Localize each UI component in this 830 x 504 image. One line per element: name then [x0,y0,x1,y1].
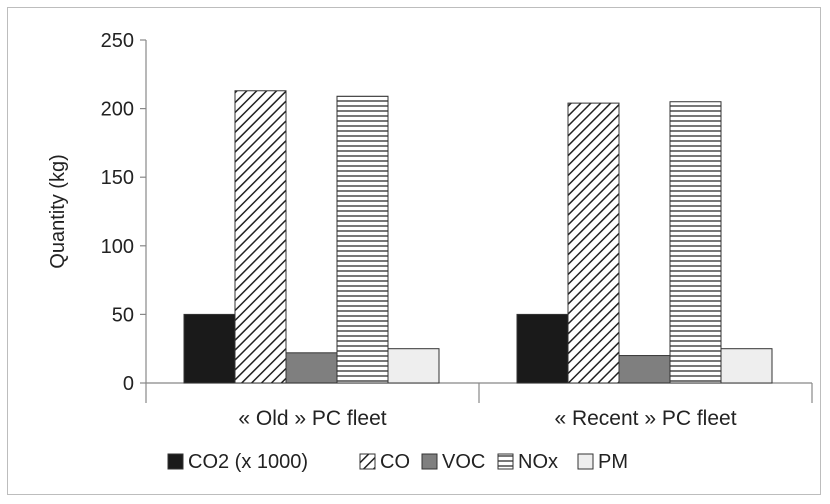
labels: 0 50 100 150 200 250 Quantity (kg) « Old » PC f… [47,30,737,430]
y-tick-label: 150 [101,167,134,189]
y-tick-label: 250 [101,30,134,52]
legend-swatch [577,453,594,470]
bar-1-2 [516,313,569,384]
bar-2-2 [567,102,620,384]
y-tick-label: 200 [101,99,134,121]
bar-2-1 [234,90,287,384]
bar-1-1 [183,313,236,384]
x-category-label: « Old » PC fleet [238,407,386,430]
legend-label: PM [598,451,628,473]
legend-swatch [359,453,376,470]
bar-3-1 [285,352,338,384]
y-tick-label: 100 [101,236,134,258]
bar-5-2 [720,348,773,384]
bar-5-1 [387,348,440,384]
y-tick-label: 0 [123,373,134,395]
legend-label: NOx [518,451,558,473]
legend-swatch [167,453,184,470]
x-category-label: « Recent » PC fleet [554,407,736,430]
y-axis-label: Quantity (kg) [47,154,69,268]
bar-4-1 [336,95,389,384]
legend-label: VOC [442,451,485,473]
legend-label: CO2 (x 1000) [188,451,308,473]
legend-swatch [421,453,438,470]
bar-4-2 [669,101,722,384]
bar-3-2 [618,355,671,384]
bars [183,90,773,384]
legend-label: CO [380,451,410,473]
legend-swatch [497,453,514,470]
legend: CO2 (x 1000) CO VOC NOx PM [167,451,628,473]
y-tick-label: 50 [112,304,134,326]
